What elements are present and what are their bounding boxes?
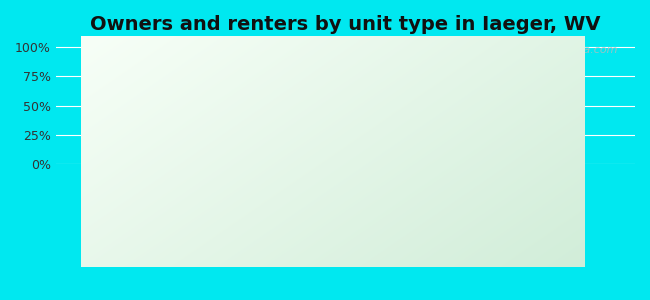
Legend: Owner occupied units, Renter occupied units: Owner occupied units, Renter occupied un…	[165, 187, 526, 210]
Bar	[172, 76, 198, 164]
Bar	[462, 150, 488, 164]
Title: Owners and renters by unit type in Iaeger, WV: Owners and renters by unit type in Iaege…	[90, 15, 601, 34]
Bar	[204, 154, 230, 164]
Text: City-Data.com: City-Data.com	[538, 45, 617, 55]
Bar	[493, 161, 519, 164]
